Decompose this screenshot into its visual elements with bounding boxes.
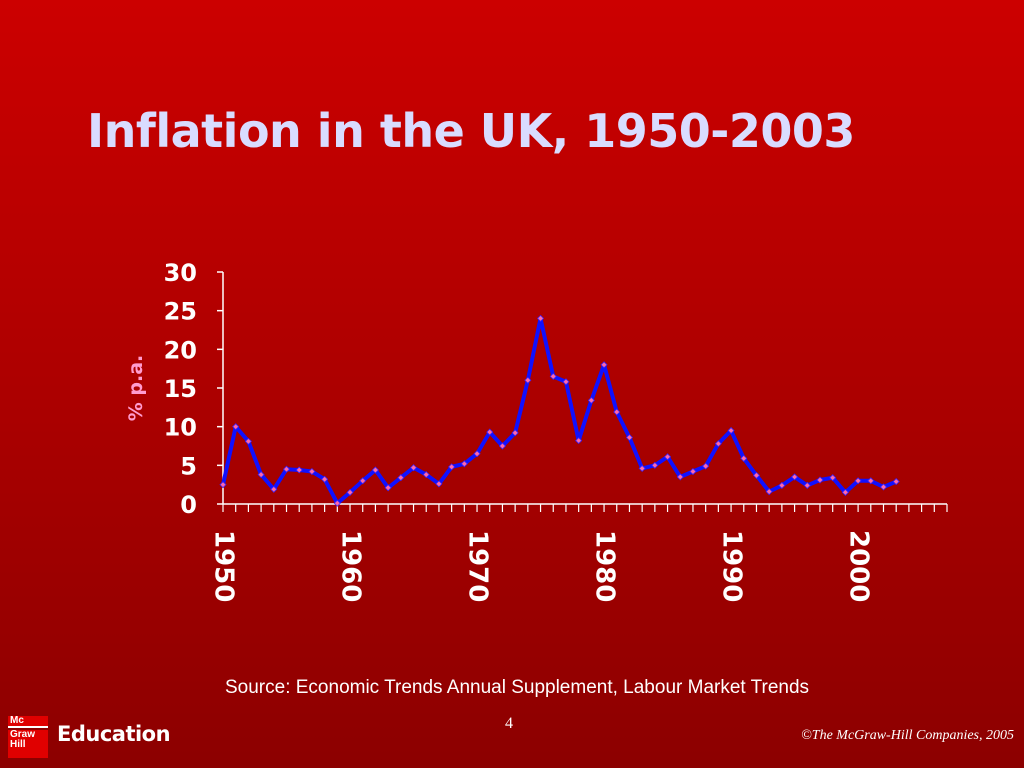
data-point [282,465,291,473]
data-point [511,429,519,437]
x-tick-label: 1990 [717,530,747,602]
data-point [244,437,252,445]
slide-title: Inflation in the UK, 1950-2003 [87,104,855,158]
data-point [841,488,849,496]
data-point [879,483,888,491]
data-point [587,396,595,404]
data-point [816,476,824,484]
x-tick-label: 1960 [336,530,366,602]
data-point [371,466,379,474]
data-point [651,461,659,469]
data-point [486,428,494,436]
data-point [575,437,583,445]
data-point [752,471,761,479]
data-point [867,477,875,485]
data-point [435,480,443,488]
data-point [333,499,341,507]
x-tick-label: 1950 [209,530,239,602]
logo-line-3: Hill [10,739,26,750]
data-point [676,473,684,481]
data-point [702,462,710,470]
data-point [295,466,303,474]
data-point [549,372,557,380]
data-point [384,484,392,492]
data-point [409,464,418,472]
data-point [422,471,430,479]
y-tick-label: 25 [164,298,197,326]
y-tick-label: 0 [180,491,197,519]
data-point [498,442,507,450]
data-point [727,426,735,435]
data-point [536,314,545,322]
mcgraw-hill-logo: Mc Graw Hill [8,716,48,758]
data-point [308,467,316,476]
page-number: 4 [505,715,513,732]
data-point [740,454,748,462]
data-point [448,463,456,471]
data-point [600,361,608,369]
data-point [524,376,532,384]
data-point [791,473,799,481]
y-tick-label: 20 [164,336,197,364]
data-point [689,467,697,476]
logo-line-2: Graw [10,729,36,740]
logo-line-1: Mc [8,716,48,728]
source-note: Source: Economic Trends Annual Supplemen… [225,677,810,698]
data-point [219,481,227,489]
y-tick-label: 30 [164,259,197,287]
chart-axes: 0 5 10 15 20 25 30 1950 1960 1970 1980 1990 2000 [164,259,948,602]
data-point [638,464,646,472]
copyright-notice: ©The McGraw-Hill Companies, 2005 [801,728,1014,743]
data-point [346,488,354,496]
data-point [359,477,367,485]
data-point [473,450,481,458]
chart-plot-area [219,314,900,507]
logo-lines-2-3: Graw Hill [8,730,48,758]
data-point [765,488,773,496]
data-point [625,433,634,442]
data-point [321,475,329,483]
x-tick-label: 2000 [844,530,874,602]
x-tick-label: 1980 [590,530,620,602]
x-tick-label: 1970 [463,530,493,602]
data-point [257,471,265,479]
data-point [829,474,837,482]
y-tick-label: 10 [164,414,197,442]
data-point [460,460,468,468]
data-point [892,478,900,486]
data-point [803,481,811,490]
data-point [714,440,722,448]
data-point [613,408,621,416]
y-axis-label: % p.a. [125,355,147,422]
data-point [232,423,240,431]
data-point [397,474,405,482]
brand-name: Education [57,722,171,746]
y-tick-label: 15 [164,375,197,403]
data-point [663,453,672,461]
data-point [854,477,862,485]
data-point [562,378,570,386]
data-point [270,485,278,493]
data-point [778,481,786,490]
y-tick-label: 5 [180,452,197,480]
